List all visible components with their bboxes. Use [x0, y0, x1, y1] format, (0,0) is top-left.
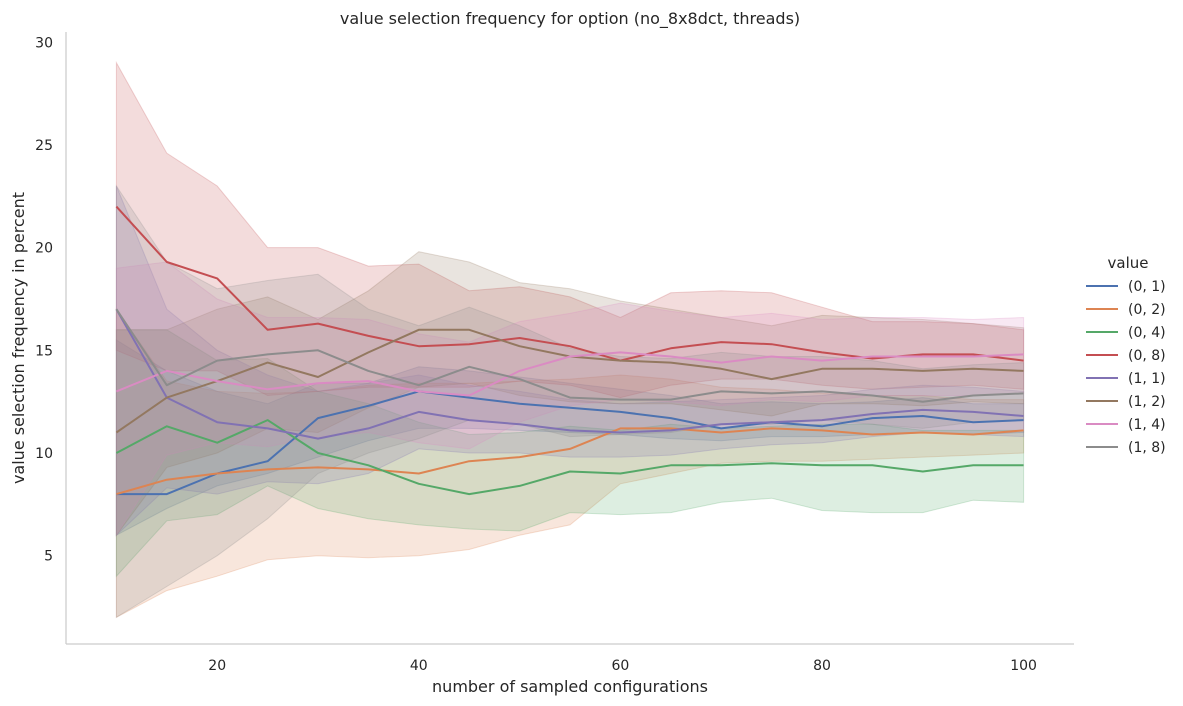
- legend-label-0-8: (0, 8): [1128, 348, 1166, 364]
- series-line-0-4: [115, 419, 1024, 496]
- y-tick-label: 10: [35, 446, 53, 462]
- x-tick-label: 40: [410, 658, 428, 674]
- series-line-0-2: [116, 427, 1024, 496]
- series-lines: [115, 205, 1024, 496]
- x-tick-label: 20: [208, 658, 226, 674]
- chart-title: value selection frequency for option (no…: [340, 9, 800, 29]
- y-axis-label: value selection frequency in percent: [9, 192, 28, 484]
- confidence-bands: [115, 60, 1025, 619]
- x-tick-label: 60: [611, 658, 629, 674]
- series-line-1-8: [115, 308, 1024, 403]
- y-axis-ticks: 5 10 15 20 25 30: [35, 35, 53, 564]
- y-tick-label: 30: [35, 35, 53, 51]
- x-tick-label: 100: [1010, 658, 1037, 674]
- legend-label-0-1: (0, 1): [1128, 279, 1166, 295]
- legend-label-1-8: (1, 8): [1128, 440, 1166, 456]
- series-line-0-8: [115, 205, 1024, 362]
- confidence-band-0-4: [115, 329, 1025, 578]
- y-tick-label: 5: [44, 549, 53, 565]
- x-axis-ticks: 20 40 60 80 100: [208, 658, 1037, 674]
- series-line-1-4: [116, 351, 1024, 397]
- confidence-band-0-2: [115, 307, 1025, 619]
- legend-label-0-2: (0, 2): [1128, 302, 1166, 318]
- legend-title: value: [1108, 254, 1149, 272]
- y-tick-label: 25: [35, 138, 53, 154]
- confidence-band-0-1: [115, 339, 1025, 537]
- legend-items: (0, 1) (0, 2) (0, 4) (0, 8) (1, 1) (1, 2) (1, …: [1086, 279, 1166, 456]
- confidence-band-0-8: [115, 60, 1025, 399]
- series-line-0-1: [116, 390, 1024, 496]
- legend: value (0, 1) (0, 2) (0, 4) (0, 8) (1, 1) (1, …: [1086, 254, 1166, 456]
- y-tick-label: 20: [35, 241, 53, 257]
- x-tick-label: 80: [813, 658, 831, 674]
- series-line-1-1: [115, 308, 1024, 440]
- legend-label-1-1: (1, 1): [1128, 371, 1166, 387]
- legend-label-0-4: (0, 4): [1128, 325, 1166, 341]
- x-axis-label: number of sampled configurations: [432, 677, 708, 696]
- legend-label-1-2: (1, 2): [1128, 394, 1166, 410]
- y-tick-label: 15: [35, 343, 53, 359]
- legend-label-1-4: (1, 4): [1128, 417, 1166, 433]
